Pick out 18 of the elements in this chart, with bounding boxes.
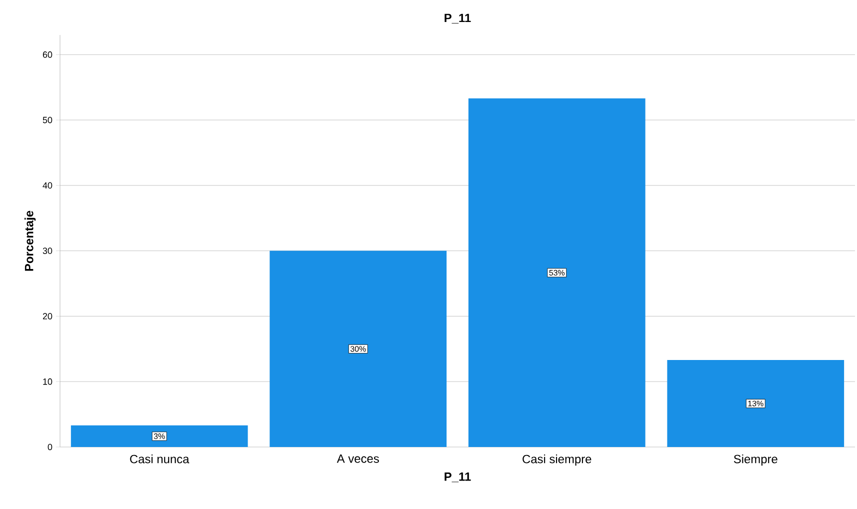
x-tick-label: Casi nunca	[130, 454, 190, 464]
bar	[468, 98, 646, 447]
x-tick-label: A veces	[336, 454, 379, 463]
x-axis-title: P_11	[444, 472, 471, 482]
x-tick-label: Siempre	[734, 454, 778, 466]
x-tick-label: Casi siempre	[522, 454, 592, 466]
y-tick-label: 0	[48, 444, 52, 450]
y-tick-label: 60	[42, 51, 52, 58]
y-tick-label: 50	[42, 116, 52, 124]
y-tick-label: 40	[42, 182, 52, 189]
y-tick-label: 20	[42, 313, 52, 320]
bar	[667, 360, 844, 447]
bar	[270, 250, 447, 447]
y-axis-title: Porcentaje	[24, 210, 36, 271]
bar	[70, 425, 248, 447]
chart-title: P_11	[444, 14, 471, 24]
y-tick-label: 30	[42, 248, 52, 254]
y-tick-label: 10	[43, 378, 52, 385]
